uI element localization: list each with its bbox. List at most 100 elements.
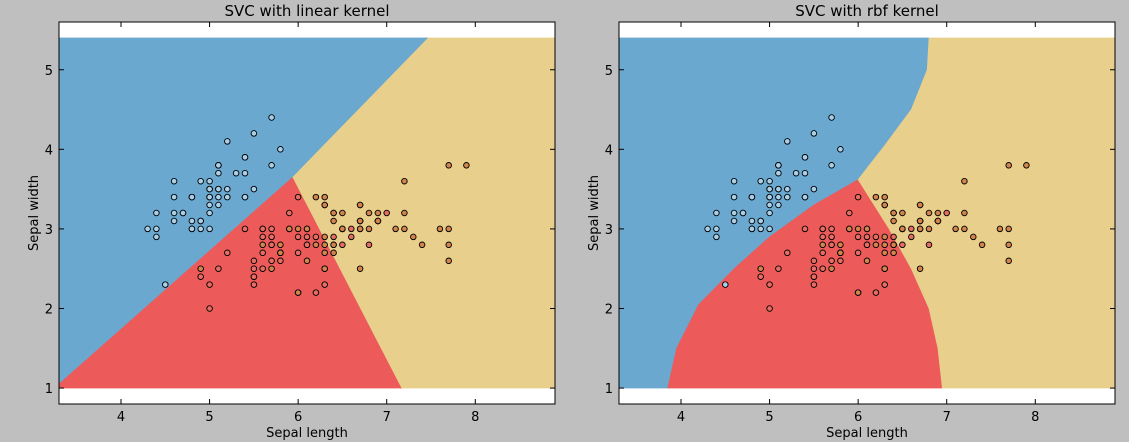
data-point-class-1 — [943, 209, 950, 217]
data-point-class-1 — [908, 225, 915, 233]
data-point-class-0 — [215, 193, 222, 201]
data-point-class-1 — [277, 257, 284, 265]
x-tick-label: 8 — [1031, 410, 1039, 425]
data-point-class-2 — [881, 193, 888, 201]
data-point-class-1 — [250, 281, 258, 288]
data-point-class-1 — [766, 281, 773, 288]
y-tick-label: 3 — [45, 223, 53, 238]
data-point-class-2 — [312, 193, 320, 201]
data-point-class-2 — [881, 201, 888, 209]
data-point-class-2 — [286, 225, 293, 233]
data-point-class-0 — [241, 169, 249, 177]
chart-title: SVC with linear kernel — [225, 2, 390, 20]
data-point-class-2 — [365, 225, 373, 233]
data-point-class-2 — [925, 209, 933, 217]
data-point-class-0 — [775, 185, 782, 193]
data-point-class-2 — [757, 265, 764, 272]
data-point-class-2 — [445, 225, 452, 233]
y-tick-label: 3 — [605, 223, 613, 238]
data-point-class-1 — [810, 281, 818, 288]
data-point-class-0 — [206, 177, 213, 185]
data-point-class-0 — [206, 193, 213, 201]
y-axis-label: Sepal width — [27, 175, 42, 251]
data-point-class-1 — [925, 241, 933, 249]
data-point-class-1 — [330, 233, 337, 241]
x-axis-label: Sepal length — [826, 426, 908, 441]
data-point-class-2 — [365, 209, 373, 217]
data-point-class-2 — [436, 225, 444, 233]
x-tick-label: 4 — [117, 410, 125, 425]
data-point-class-1 — [250, 265, 258, 272]
data-point-class-0 — [250, 130, 258, 137]
data-point-class-2 — [916, 265, 924, 272]
data-point-class-1 — [241, 225, 249, 233]
data-point-class-2 — [401, 177, 408, 185]
data-point-class-2 — [846, 225, 853, 233]
data-point-class-0 — [215, 162, 222, 169]
x-tick-label: 5 — [205, 410, 213, 425]
data-point-class-2 — [401, 209, 408, 217]
data-point-class-1 — [268, 241, 275, 249]
data-point-class-2 — [1023, 162, 1030, 169]
y-tick-label: 4 — [605, 143, 613, 158]
data-point-class-0 — [757, 217, 764, 225]
plot-frame — [58, 21, 556, 405]
data-point-class-0 — [241, 193, 249, 201]
data-point-class-2 — [330, 249, 337, 257]
data-point-class-0 — [784, 138, 791, 145]
data-point-class-0 — [775, 201, 782, 209]
data-point-class-2 — [321, 201, 328, 209]
data-point-class-0 — [730, 217, 738, 225]
data-point-class-0 — [722, 281, 729, 288]
data-point-class-0 — [153, 209, 160, 217]
data-point-class-0 — [810, 130, 818, 137]
data-point-class-0 — [766, 193, 773, 201]
data-point-class-1 — [784, 249, 791, 257]
data-point-class-0 — [792, 169, 800, 177]
data-point-class-2 — [268, 265, 275, 272]
data-point-class-2 — [890, 209, 897, 217]
data-point-class-2 — [881, 265, 888, 272]
data-point-class-1 — [268, 233, 275, 241]
data-point-class-0 — [739, 209, 747, 217]
data-point-class-0 — [730, 177, 738, 185]
data-point-class-2 — [321, 265, 328, 272]
data-point-class-1 — [259, 225, 266, 233]
data-point-class-1 — [801, 225, 809, 233]
data-point-class-1 — [294, 249, 302, 257]
data-point-class-0 — [775, 162, 782, 169]
data-point-class-1 — [854, 249, 862, 257]
data-point-class-1 — [224, 249, 231, 257]
data-point-class-1 — [757, 273, 764, 280]
data-point-class-1 — [268, 257, 275, 265]
data-point-class-2 — [872, 193, 880, 201]
data-point-class-0 — [748, 217, 756, 225]
data-point-class-1 — [206, 281, 213, 288]
data-point-class-0 — [197, 217, 204, 225]
data-point-class-2 — [916, 217, 924, 225]
data-point-class-2 — [970, 233, 977, 241]
data-point-class-2 — [837, 249, 844, 257]
data-point-class-1 — [828, 257, 835, 265]
data-points — [144, 114, 470, 312]
data-point-class-1 — [365, 241, 373, 249]
data-point-class-0 — [144, 225, 151, 233]
y-tick-label: 4 — [45, 143, 53, 158]
x-tick-label: 6 — [854, 410, 862, 425]
data-point-class-1 — [312, 233, 320, 241]
data-point-class-0 — [757, 177, 764, 185]
x-tick-label: 8 — [471, 410, 479, 425]
data-point-class-0 — [170, 193, 178, 201]
data-point-class-0 — [784, 185, 791, 193]
data-point-class-2 — [401, 225, 408, 233]
data-point-class-2 — [312, 241, 320, 249]
data-point-class-2 — [356, 201, 364, 209]
data-point-class-0 — [215, 185, 222, 193]
data-point-class-0 — [837, 146, 844, 153]
data-point-class-0 — [268, 162, 275, 169]
data-point-class-1 — [819, 249, 826, 257]
data-point-class-2 — [890, 241, 897, 249]
data-point-class-2 — [445, 257, 452, 265]
data-point-class-1 — [339, 241, 346, 249]
